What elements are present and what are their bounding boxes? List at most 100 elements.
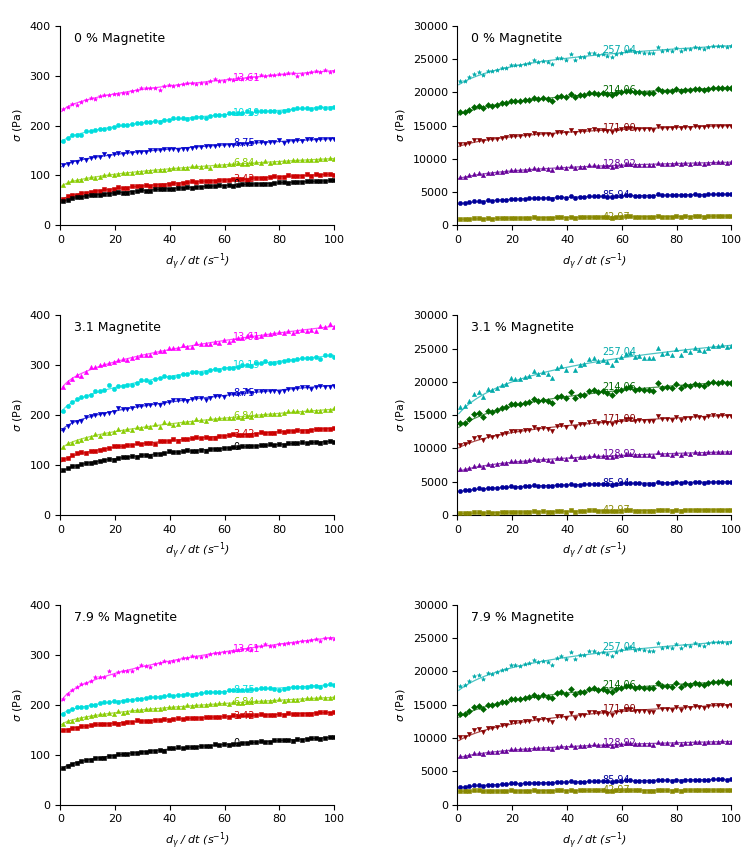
Point — [218, 441, 230, 455]
Point — [227, 427, 239, 441]
Point — [323, 422, 336, 436]
Point — [195, 180, 207, 193]
Point — [596, 210, 608, 223]
Point — [541, 92, 553, 106]
Point — [504, 372, 516, 385]
Point — [273, 325, 285, 339]
Point — [277, 325, 290, 339]
Point — [108, 707, 120, 721]
Point — [661, 347, 673, 360]
Point — [468, 506, 480, 520]
Point — [305, 732, 317, 746]
Point — [176, 161, 188, 175]
Point — [158, 701, 170, 715]
Point — [75, 433, 87, 447]
Point — [144, 437, 156, 450]
Text: 10.19: 10.19 — [233, 360, 260, 370]
Point — [620, 381, 632, 395]
Point — [725, 81, 737, 95]
Point — [62, 451, 74, 465]
Point — [195, 687, 207, 700]
Point — [565, 415, 577, 429]
Point — [583, 415, 595, 429]
Point — [679, 157, 691, 170]
Point — [477, 672, 489, 686]
Point — [117, 425, 129, 438]
Point — [611, 645, 623, 658]
Point — [126, 146, 138, 159]
Point — [314, 732, 326, 746]
Point — [712, 187, 724, 201]
Point — [241, 683, 253, 697]
Point — [477, 725, 489, 739]
Point — [638, 351, 650, 365]
Point — [62, 100, 74, 114]
Point — [642, 211, 654, 224]
Point — [642, 738, 654, 752]
Point — [121, 166, 133, 180]
Point — [200, 650, 212, 663]
Point — [163, 688, 175, 702]
Point — [528, 420, 540, 434]
Point — [587, 477, 599, 490]
Point — [167, 689, 179, 703]
Point — [684, 210, 696, 223]
Point — [629, 477, 641, 490]
Point — [661, 210, 673, 223]
Point — [121, 402, 133, 416]
Point — [66, 128, 78, 142]
Point — [190, 687, 202, 700]
Point — [135, 437, 147, 451]
Point — [57, 440, 69, 454]
Point — [703, 119, 715, 133]
Point — [144, 164, 156, 178]
Point — [227, 683, 239, 697]
Point — [532, 163, 544, 176]
Point — [246, 735, 258, 749]
Point — [301, 633, 313, 647]
Point — [246, 643, 258, 657]
Point — [519, 691, 531, 704]
Point — [541, 162, 553, 175]
Point — [135, 399, 147, 413]
Point — [246, 329, 258, 342]
Point — [84, 123, 97, 137]
Point — [504, 211, 516, 224]
Text: 8.75: 8.75 — [233, 139, 255, 148]
Point — [328, 421, 340, 435]
Point — [675, 737, 687, 751]
Point — [103, 149, 115, 163]
Point — [495, 777, 507, 791]
Point — [601, 211, 613, 224]
Point — [555, 360, 567, 373]
Point — [629, 681, 641, 694]
Point — [117, 147, 129, 161]
Point — [473, 458, 485, 472]
Point — [154, 399, 166, 413]
Point — [323, 380, 336, 394]
Point — [454, 730, 466, 744]
Point — [679, 639, 691, 652]
Point — [504, 192, 516, 205]
Point — [241, 177, 253, 191]
Point — [514, 455, 526, 468]
Point — [703, 341, 715, 354]
Point — [75, 173, 87, 187]
Point — [615, 681, 627, 695]
Point — [310, 435, 322, 449]
Point — [519, 714, 531, 728]
Point — [491, 193, 503, 207]
Point — [57, 194, 69, 208]
Point — [158, 178, 170, 192]
Point — [657, 448, 669, 461]
Text: 128.92: 128.92 — [602, 159, 636, 169]
Point — [204, 412, 216, 425]
Point — [246, 695, 258, 709]
Point — [495, 744, 507, 758]
Point — [292, 424, 304, 437]
Point — [532, 479, 544, 493]
Point — [495, 164, 507, 178]
Point — [633, 210, 645, 223]
Point — [319, 678, 331, 692]
Point — [482, 458, 494, 472]
